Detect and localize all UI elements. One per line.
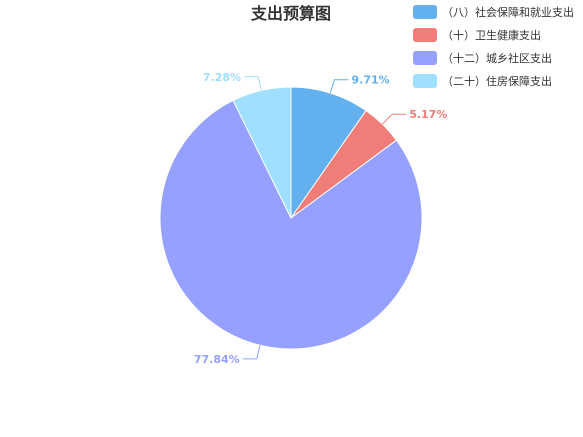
slice-label-4: 7.28%: [203, 71, 241, 84]
slice-label-2: 5.17%: [409, 108, 447, 121]
legend-swatch-2: [413, 28, 437, 42]
slice-label-1: 9.71%: [352, 74, 390, 87]
slice-leader-line-1: [329, 79, 349, 94]
slices-layer: [159, 86, 423, 350]
slice-label-3: 77.84%: [194, 353, 240, 366]
legend-item-3[interactable]: （十二）城乡社区支出: [413, 51, 552, 65]
legend-item-1[interactable]: （八）社会保障和就业支出: [413, 5, 574, 19]
legend-item-4[interactable]: （二十）住房保障支出: [413, 74, 552, 88]
chart-title: 支出预算图: [250, 4, 331, 23]
legend: （八）社会保障和就业支出 （十）卫生健康支出 （十二）城乡社区支出 （二十）住房保障支…: [413, 5, 574, 88]
legend-label-1: （八）社会保障和就业支出: [442, 5, 574, 19]
legend-label-3: （十二）城乡社区支出: [442, 51, 552, 65]
legend-item-2[interactable]: （十）卫生健康支出: [413, 28, 541, 42]
pie-slice-4[interactable]: [232, 86, 292, 219]
slice-leader-line-2: [382, 113, 407, 125]
pie-slice-3[interactable]: [159, 99, 423, 350]
legend-swatch-3: [413, 51, 437, 65]
labels-layer: 9.71% 5.17% 77.84% 7.28%: [194, 71, 448, 366]
slice-leader-line-3: [242, 345, 261, 360]
legend-label-4: （二十）住房保障支出: [442, 74, 552, 88]
pie-slice-1[interactable]: [290, 86, 367, 220]
legend-swatch-4: [413, 74, 437, 88]
legend-label-2: （十）卫生健康支出: [442, 28, 541, 42]
legend-swatch-1: [413, 5, 437, 19]
slice-leader-line-4: [244, 76, 262, 91]
